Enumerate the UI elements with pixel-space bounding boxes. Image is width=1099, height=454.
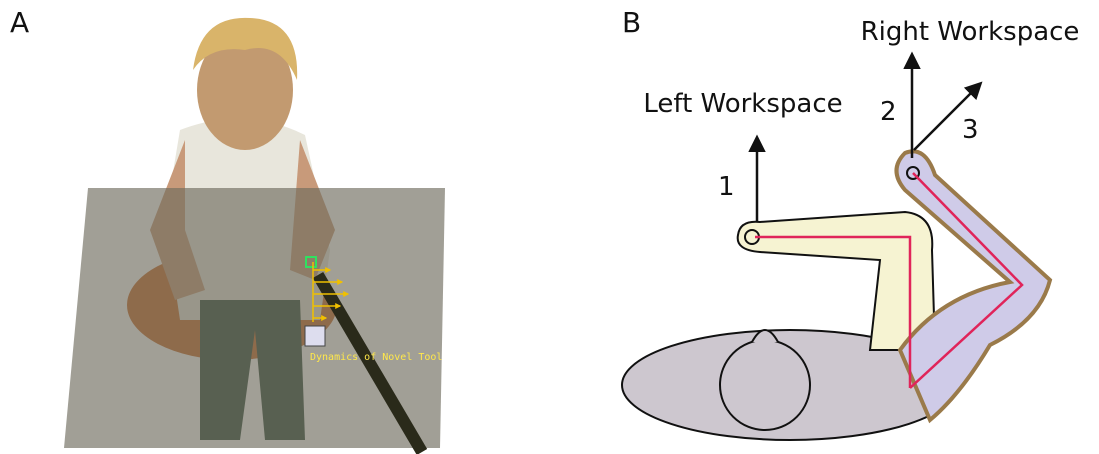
face: [197, 30, 293, 150]
panel-label: B: [622, 6, 641, 39]
right-workspace-label: Right Workspace: [861, 17, 1080, 47]
handle-marker: [305, 256, 317, 268]
right-hand: [906, 166, 920, 180]
right-arm: [894, 149, 1053, 424]
panel-b: B 1 2 3 Left Workspace Right Workspace: [621, 6, 1080, 441]
left-arm: [736, 210, 937, 351]
left-arm-link: [755, 235, 912, 388]
direction-label: 3: [962, 115, 979, 145]
workspace-plane: [64, 188, 445, 448]
head: [719, 339, 811, 431]
force-arrows: [312, 262, 350, 322]
direction-label: 2: [880, 97, 897, 127]
annotation: Dynamics of Novel Tool: [310, 352, 442, 363]
hair: [193, 17, 298, 80]
left-workspace-label: Left Workspace: [643, 89, 842, 119]
panel-label: A: [10, 6, 29, 39]
direction-arrow: [913, 81, 983, 151]
right-arm-link: [909, 172, 1024, 389]
direction-label: 1: [718, 172, 735, 202]
icon: [304, 325, 326, 347]
panel-a: A Dynamics of Novel Tool: [10, 6, 445, 454]
nose: [751, 329, 779, 343]
